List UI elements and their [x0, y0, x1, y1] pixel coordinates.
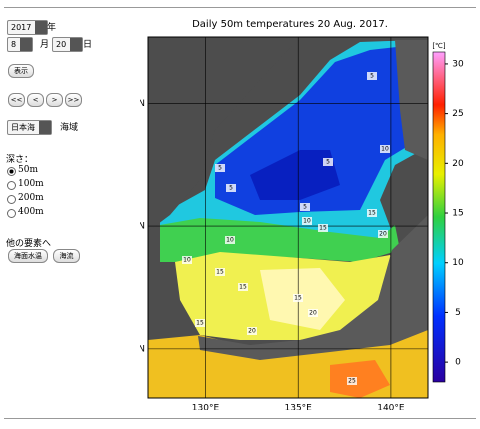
sea-deep-blue — [250, 150, 340, 200]
contour-label: 20 — [309, 310, 317, 317]
contour-label: 25 — [348, 378, 356, 385]
year-select[interactable]: 2017 — [7, 20, 49, 35]
colorbar-tick-label: 30 — [452, 59, 464, 69]
contour-label: 15 — [216, 269, 224, 276]
radio[interactable] — [7, 209, 16, 218]
contour-label: 15 — [196, 320, 204, 327]
contour-label: 5 — [370, 73, 374, 80]
contour-label: 20 — [379, 231, 387, 238]
sea-orange — [330, 360, 390, 398]
contour-label: 20 — [248, 328, 256, 335]
nav-button[interactable]: >> — [65, 93, 82, 107]
contour-label-bg — [367, 72, 377, 80]
day-select[interactable]: 20 — [52, 37, 84, 52]
contour-label: 10 — [381, 146, 389, 153]
contour-label-bg — [367, 209, 377, 217]
contour-label: 15 — [294, 295, 302, 302]
colorbar-tick-label: 25 — [452, 109, 463, 119]
land-honshu — [198, 215, 428, 360]
contour-label: 15 — [368, 210, 376, 217]
contour-label-bg — [215, 164, 225, 172]
contour-label-bg — [380, 145, 390, 153]
colorbar — [432, 51, 446, 383]
other-button[interactable]: 海面水温 — [8, 249, 48, 263]
contour-label: 10 — [303, 218, 311, 225]
contour-label: 5 — [326, 159, 330, 166]
map-chart: Daily 50m temperatures 20 Aug. 2017. 130… — [140, 19, 464, 411]
colorbar-tick-label: 0 — [455, 358, 461, 368]
y-tick-label: 35°N — [140, 344, 145, 354]
contour-label: 10 — [226, 237, 234, 244]
day-unit: 日 — [83, 40, 93, 50]
contour-label-bg — [302, 217, 312, 225]
region-unit: 海域 — [60, 123, 79, 133]
contour-label: 15 — [239, 284, 247, 291]
contour-label-bg — [293, 294, 303, 302]
contour-label-bg — [308, 309, 318, 317]
colorbar-label: [℃] — [432, 42, 446, 50]
y-tick-label: 40°N — [140, 222, 145, 232]
x-tick-label: 135°E — [285, 404, 313, 411]
contour-label-bg — [182, 256, 192, 264]
colorbar-tick-label: 15 — [452, 209, 463, 219]
radio[interactable] — [7, 181, 16, 190]
region-select[interactable]: 日本海 — [7, 120, 52, 135]
depth-label: 深さ： — [6, 155, 34, 165]
radio[interactable] — [7, 195, 16, 204]
nav-button[interactable]: << — [8, 93, 25, 107]
nav-button[interactable]: < — [27, 93, 44, 107]
contour-label-bg — [247, 327, 257, 335]
x-tick-label: 140°E — [377, 404, 405, 411]
contour-label-bg — [378, 230, 388, 238]
year-unit: 年 — [47, 23, 57, 33]
contour-label-bg — [226, 184, 236, 192]
contour-label: 10 — [183, 257, 191, 264]
contour-label: 5 — [303, 204, 307, 211]
land-hokkaido — [395, 40, 428, 160]
bottom-rule — [4, 418, 476, 419]
contour-label: 5 — [229, 185, 233, 192]
month-select[interactable]: 8 — [7, 37, 34, 52]
colorbar-tick-label: 10 — [452, 258, 464, 268]
contour-label-bg — [195, 319, 205, 327]
other-label: 他の要素へ — [6, 239, 52, 249]
show-button[interactable]: 表示 — [8, 64, 34, 78]
map-frame — [147, 36, 429, 399]
contour-label-bg — [318, 224, 328, 232]
other-button[interactable]: 海流 — [53, 249, 80, 263]
depth-option: 400m — [18, 207, 44, 217]
contour-label-bg — [238, 283, 248, 291]
x-tick-label: 130°E — [192, 404, 220, 411]
depth-option: 50m — [18, 165, 38, 175]
contour-label: 15 — [319, 225, 327, 232]
nav-button[interactable]: > — [46, 93, 63, 107]
contour-label: 5 — [218, 165, 222, 172]
month-unit: 月 — [40, 40, 50, 50]
colorbar-tick-label: 20 — [452, 159, 464, 169]
colorbar-tick-label: 5 — [455, 308, 461, 318]
sea-green — [160, 218, 400, 262]
contour-label-bg — [225, 236, 235, 244]
top-rule — [4, 7, 476, 8]
contour-label-bg — [215, 268, 225, 276]
contour-label-bg — [300, 203, 310, 211]
depth-option: 100m — [18, 179, 44, 189]
contour-label-bg — [323, 158, 333, 166]
contour-label-bg — [347, 377, 357, 385]
depth-option: 200m — [18, 193, 44, 203]
land-continent — [148, 37, 300, 230]
radio[interactable] — [7, 167, 16, 176]
y-tick-label: 45°N — [140, 99, 145, 109]
chart-title: Daily 50m temperatures 20 Aug. 2017. — [192, 19, 388, 30]
